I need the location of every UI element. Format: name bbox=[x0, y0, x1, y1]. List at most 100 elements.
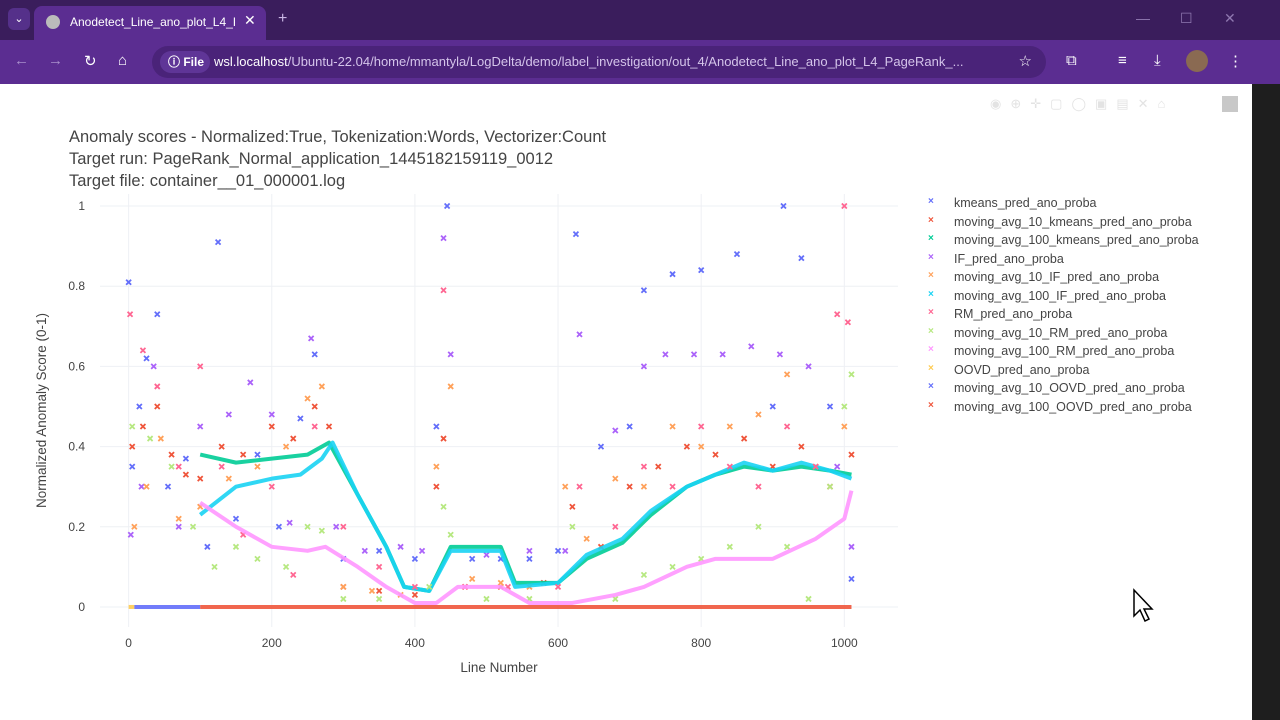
legend-item[interactable]: × moving_avg_10_kmeans_pred_ano_proba bbox=[928, 215, 1199, 234]
data-point bbox=[131, 523, 138, 530]
legend-item[interactable]: × moving_avg_100_RM_pred_ano_proba bbox=[928, 344, 1199, 363]
zoom-icon[interactable]: ⊕ bbox=[1010, 96, 1031, 111]
new-tab-button[interactable]: + bbox=[278, 10, 288, 27]
data-point bbox=[175, 463, 182, 470]
forward-icon[interactable]: → bbox=[48, 52, 63, 69]
chart-title: Anomaly scores - Normalized:True, Tokeni… bbox=[69, 126, 606, 192]
data-point bbox=[776, 351, 784, 358]
tab-strip: ⌄ Anodetect_Line_ano_plot_L4_PageRank_No… bbox=[0, 0, 1280, 40]
data-point bbox=[154, 383, 161, 390]
plotly-logo-icon[interactable] bbox=[1222, 96, 1238, 112]
legend-item[interactable]: × moving_avg_10_OOVD_pred_ano_proba bbox=[928, 381, 1199, 400]
data-point bbox=[304, 523, 311, 530]
data-point bbox=[848, 371, 855, 378]
data-point bbox=[232, 543, 240, 550]
legend-item[interactable]: × moving_avg_100_kmeans_pred_ano_proba bbox=[928, 233, 1199, 252]
plotly-modebar[interactable]: ◉⊕✛▢◯▣▤✕⌂ bbox=[990, 96, 1238, 112]
download-icon[interactable]: ⤓ bbox=[1154, 52, 1161, 69]
data-point bbox=[669, 483, 676, 490]
chart-plot[interactable]: 0 200 400 600 800 1000 0 0.2 0.4 0.6 0.8 1 Line Numb… bbox=[0, 84, 1252, 720]
url-text[interactable]: wsl.localhost/Ubuntu-22.04/home/mmantyla… bbox=[214, 54, 963, 69]
home-icon[interactable]: ⌂ bbox=[118, 52, 128, 69]
legend-item[interactable]: × moving_avg_10_IF_pred_ano_proba bbox=[928, 270, 1199, 289]
minimize-icon[interactable]: — bbox=[1136, 10, 1150, 26]
data-point bbox=[554, 583, 562, 591]
data-point bbox=[812, 463, 819, 470]
data-point bbox=[655, 463, 662, 470]
legend-item[interactable]: × OOVD_pred_ano_proba bbox=[928, 363, 1199, 382]
star-icon[interactable]: ☆ bbox=[1018, 53, 1032, 70]
data-point bbox=[805, 363, 812, 370]
reload-icon[interactable]: ↻ bbox=[84, 53, 97, 70]
data-point bbox=[175, 523, 182, 530]
data-point bbox=[640, 287, 648, 294]
data-point bbox=[669, 423, 676, 430]
legend-item[interactable]: × moving_avg_100_OOVD_pred_ano_proba bbox=[928, 400, 1199, 419]
tab-active[interactable]: Anodetect_Line_ano_plot_L4_PageRank_Norm… bbox=[34, 6, 266, 40]
data-point bbox=[683, 443, 691, 450]
data-point bbox=[783, 543, 791, 550]
data-point bbox=[440, 234, 447, 242]
media-icon[interactable]: ≡ bbox=[1118, 52, 1127, 69]
data-point bbox=[411, 555, 419, 562]
data-point bbox=[290, 571, 297, 579]
lasso-icon[interactable]: ◯ bbox=[1071, 96, 1096, 111]
data-point bbox=[497, 579, 504, 587]
data-point bbox=[848, 451, 855, 458]
data-point bbox=[182, 471, 190, 478]
reset-axes-icon[interactable]: ⌂ bbox=[1157, 96, 1175, 111]
pan-icon[interactable]: ✛ bbox=[1030, 96, 1051, 111]
close-tab-icon[interactable]: ✕ bbox=[244, 12, 256, 28]
zoom-out-icon[interactable]: ▤ bbox=[1116, 96, 1138, 111]
data-point bbox=[311, 423, 318, 430]
data-point bbox=[690, 351, 698, 358]
address-bar[interactable]: ⓘ File wsl.localhost/Ubuntu-22.04/home/m… bbox=[152, 46, 1046, 78]
data-point bbox=[129, 443, 136, 450]
menu-icon[interactable]: ⋮ bbox=[1228, 53, 1243, 70]
data-point bbox=[572, 230, 580, 238]
legend: × kmeans_pred_ano_proba × moving_avg_10_kme… bbox=[928, 196, 1199, 418]
data-point bbox=[218, 463, 225, 470]
box-select-icon[interactable]: ▢ bbox=[1050, 96, 1072, 111]
data-point bbox=[375, 587, 383, 595]
legend-marker-icon: × bbox=[928, 288, 934, 300]
tab-search-icon[interactable]: ⌄ bbox=[8, 8, 30, 30]
autoscale-icon[interactable]: ✕ bbox=[1137, 96, 1158, 111]
camera-icon[interactable]: ◉ bbox=[990, 96, 1011, 111]
data-point bbox=[576, 331, 583, 338]
site-info-chip[interactable]: ⓘ File bbox=[160, 51, 210, 73]
data-point bbox=[526, 555, 533, 562]
maximize-icon[interactable]: ☐ bbox=[1180, 10, 1193, 26]
legend-label: moving_avg_10_IF_pred_ano_proba bbox=[954, 270, 1160, 284]
legend-marker-icon: × bbox=[928, 196, 934, 207]
data-point bbox=[755, 523, 762, 530]
legend-label: moving_avg_100_OOVD_pred_ano_proba bbox=[954, 399, 1192, 414]
extensions-icon[interactable]: ⧉ bbox=[1066, 52, 1077, 69]
data-point bbox=[150, 363, 157, 370]
data-point bbox=[576, 483, 583, 490]
data-point bbox=[397, 543, 404, 550]
zoom-in-icon[interactable]: ▣ bbox=[1095, 96, 1117, 111]
avatar[interactable] bbox=[1186, 50, 1208, 72]
legend-item[interactable]: × kmeans_pred_ano_proba bbox=[928, 196, 1199, 215]
back-icon[interactable]: ← bbox=[14, 52, 29, 69]
data-point bbox=[307, 335, 315, 342]
data-point bbox=[612, 475, 619, 482]
data-point bbox=[447, 351, 454, 358]
data-point bbox=[232, 515, 240, 522]
legend-item[interactable]: × moving_avg_10_RM_pred_ano_proba bbox=[928, 326, 1199, 345]
y-tick-label: 0 bbox=[78, 600, 85, 614]
data-point bbox=[426, 583, 433, 591]
data-point bbox=[254, 463, 261, 470]
close-window-icon[interactable]: ✕ bbox=[1224, 10, 1236, 26]
legend-item[interactable]: × IF_pred_ano_proba bbox=[928, 252, 1199, 271]
legend-item[interactable]: × RM_pred_ano_proba bbox=[928, 307, 1199, 326]
data-point bbox=[240, 451, 247, 458]
url-host: wsl.localhost bbox=[214, 54, 288, 69]
legend-item[interactable]: × moving_avg_100_IF_pred_ano_proba bbox=[928, 289, 1199, 308]
data-point bbox=[139, 423, 147, 430]
data-point bbox=[698, 267, 705, 274]
data-point bbox=[447, 531, 454, 538]
data-point bbox=[333, 523, 340, 530]
data-point bbox=[798, 255, 805, 262]
